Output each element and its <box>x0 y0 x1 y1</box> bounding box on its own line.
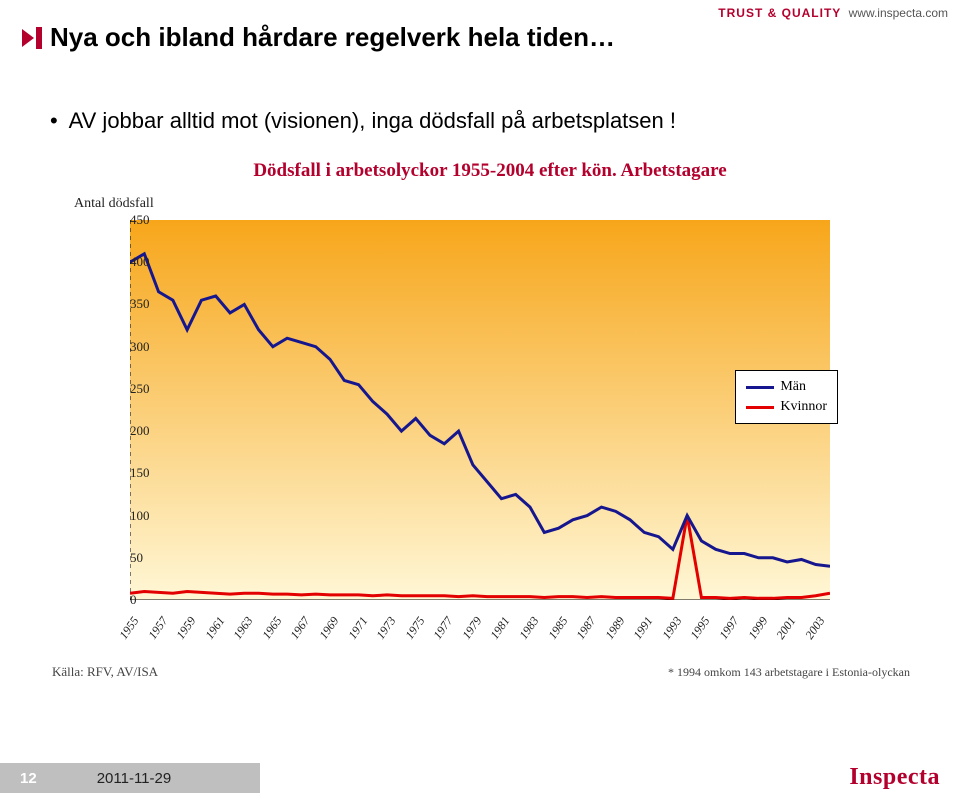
legend-swatch <box>746 406 774 409</box>
chart-legend: MänKvinnor <box>735 370 838 424</box>
xtick-label: 1997 <box>716 614 742 642</box>
footer-date: 2011-11-29 <box>97 770 172 787</box>
xtick-label: 1981 <box>488 614 514 642</box>
xtick-label: 1957 <box>145 614 171 642</box>
chart-svg <box>130 220 830 600</box>
xtick-label: 1983 <box>516 614 542 642</box>
xtick-label: 1989 <box>602 614 628 642</box>
xtick-label: 1995 <box>688 614 714 642</box>
header-url: www.inspecta.com <box>849 6 948 20</box>
bullet-text: AV jobbar alltid mot (visionen), inga dö… <box>69 108 676 133</box>
page-number: 12 <box>20 770 37 787</box>
footer: 12 2011-11-29 Inspecta <box>0 759 960 793</box>
legend-item: Män <box>746 377 827 397</box>
legend-swatch <box>746 386 774 389</box>
xtick-label: 1955 <box>116 614 142 642</box>
logo: Inspecta <box>849 764 940 791</box>
xtick-label: 1967 <box>288 614 314 642</box>
xtick-label: 1965 <box>259 614 285 642</box>
chart-title: Dödsfall i arbetsolyckor 1955-2004 efter… <box>50 160 930 182</box>
title-marker-icon <box>22 27 42 49</box>
xtick-label: 1963 <box>231 614 257 642</box>
xtick-label: 1977 <box>431 614 457 642</box>
xtick-label: 1959 <box>173 614 199 642</box>
legend-label: Kvinnor <box>780 397 827 417</box>
xtick-label: 1999 <box>745 614 771 642</box>
xtick-label: 1985 <box>545 614 571 642</box>
footer-bar: 12 2011-11-29 <box>0 763 260 793</box>
xtick-label: 1973 <box>373 614 399 642</box>
xtick-label: 1979 <box>459 614 485 642</box>
legend-label: Män <box>780 377 806 397</box>
legend-item: Kvinnor <box>746 397 827 417</box>
xtick-label: 1975 <box>402 614 428 642</box>
header: TRUST & QUALITY www.inspecta.com <box>718 6 948 20</box>
page-title: Nya och ibland hårdare regelverk hela ti… <box>50 22 615 53</box>
xtick-label: 2001 <box>773 614 799 642</box>
xtick-label: 1971 <box>345 614 371 642</box>
bullet-dot-icon: • <box>50 108 58 133</box>
xtick-label: 1991 <box>631 614 657 642</box>
header-tagline: TRUST & QUALITY <box>718 6 841 20</box>
chart-footnote: * 1994 omkom 143 arbetstagare i Estonia-… <box>668 665 910 680</box>
xtick-label: 1961 <box>202 614 228 642</box>
xtick-label: 1969 <box>316 614 342 642</box>
chart-plot: MänKvinnor <box>130 220 830 600</box>
xtick-label: 2003 <box>802 614 828 642</box>
chart-source: Källa: RFV, AV/ISA <box>52 664 158 680</box>
chart-container: Dödsfall i arbetsolyckor 1955-2004 efter… <box>50 160 930 690</box>
xtick-label: 1993 <box>659 614 685 642</box>
chart-ylabel: Antal dödsfall <box>74 196 154 212</box>
xtick-label: 1987 <box>573 614 599 642</box>
title-row: Nya och ibland hårdare regelverk hela ti… <box>22 22 615 53</box>
bullet-item: • AV jobbar alltid mot (visionen), inga … <box>50 108 676 134</box>
